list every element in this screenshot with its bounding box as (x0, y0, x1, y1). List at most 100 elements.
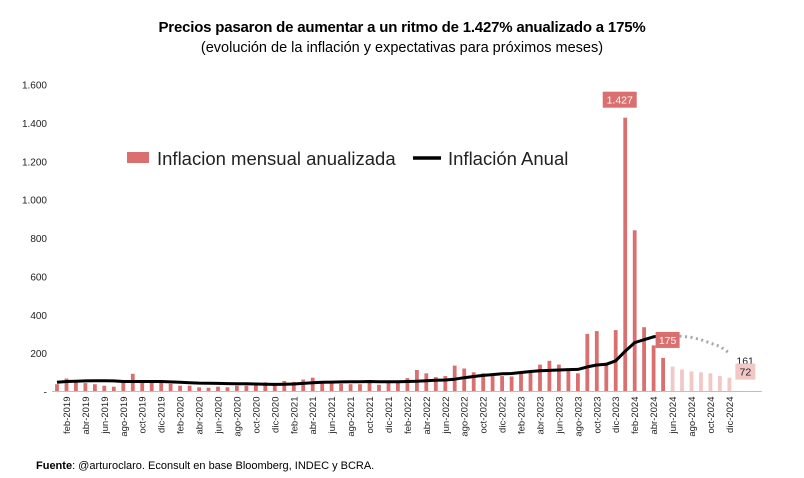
x-tick-label: feb-2022 (403, 397, 414, 435)
bar-nov-2021 (377, 384, 381, 392)
y-axis: - 200 400 600 800 1.000 1.200 1.400 1.600 (22, 81, 47, 399)
x-tick-label: jun-2023 (554, 397, 565, 435)
x-tick-label: dic-2023 (611, 397, 622, 433)
bar-abr-2020 (197, 387, 201, 392)
y-tick-label: 400 (30, 311, 47, 322)
bar-ago-2023 (576, 373, 580, 392)
bar-nov-2019 (149, 381, 154, 392)
x-tick-label: dic-2021 (384, 397, 395, 433)
bar-mar-2024 (642, 327, 646, 392)
bar-ene-2024 (623, 117, 628, 392)
x-tick-label: oct-2019 (138, 397, 149, 434)
bar-feb-2022 (405, 378, 410, 392)
x-tick-label: jun-2022 (441, 397, 452, 435)
legend: Inflacion mensual anualizada Inflación A… (127, 148, 568, 169)
x-tick-label: feb-2019 (62, 397, 73, 435)
bar-oct-2021 (367, 382, 372, 392)
x-tick-label: dic-2024 (725, 397, 736, 433)
bar-dic-2020 (272, 384, 277, 392)
x-tick-label: jun-2019 (100, 397, 111, 435)
legend-label-bar: Inflacion mensual anualizada (157, 148, 396, 169)
bar-dic-2022 (500, 376, 504, 392)
annotation-label: 72 (740, 367, 752, 379)
bar-abr-2022 (424, 373, 429, 392)
bar-mar-2019 (74, 380, 78, 392)
x-tick-label: oct-2022 (479, 397, 490, 434)
bar-jul-2019 (111, 386, 116, 392)
x-tick-label: abr-2021 (308, 397, 319, 435)
bar-ene-2021 (282, 380, 287, 392)
bar-jun-2023 (557, 364, 561, 392)
x-tick-label: jun-2020 (214, 397, 225, 435)
x-axis: feb-2019 abr-2019 jun-2019 ago-2019 oct-2019… (52, 391, 762, 437)
bar-ene-2022 (396, 380, 400, 392)
bar-sep-2021 (358, 384, 362, 392)
bar-oct-2020 (254, 383, 258, 392)
source-text: : @arturoclaro. Econsult en base Bloombe… (72, 460, 375, 472)
bar-abr-2021 (310, 377, 315, 392)
x-tick-label: feb-2021 (289, 397, 300, 435)
x-tick-label: abr-2024 (649, 397, 660, 435)
x-tick-label: dic-2022 (498, 397, 509, 433)
x-tick-label: dic-2019 (157, 397, 168, 433)
bar-nov-2024 (718, 376, 722, 392)
bar-abr-2019 (83, 383, 88, 392)
x-tick-label: abr-2023 (536, 397, 547, 435)
y-tick-label: 200 (30, 349, 47, 360)
bar-feb-2021 (291, 381, 296, 392)
chart-subtitle: (evolución de la inflación y expectativa… (200, 40, 604, 56)
line-series (56, 334, 731, 386)
x-tick-label: ago-2024 (687, 397, 698, 437)
bar-jul-2021 (339, 383, 343, 392)
bar-may-2023 (547, 360, 552, 392)
bar-ago-2020 (235, 385, 239, 392)
bar-jul-2024 (680, 369, 684, 392)
bar-sep-2024 (699, 372, 703, 392)
source-label: Fuente (36, 460, 73, 472)
bar-dic-2024 (727, 377, 732, 392)
annotation-box (602, 91, 637, 108)
bar-may-2021 (320, 381, 325, 392)
bar-ago-2024 (689, 371, 694, 392)
source-note: Fuente: @arturoclaro. Econsult en base B… (36, 460, 374, 472)
x-tick-label: jun-2021 (327, 397, 338, 435)
bar-feb-2024 (632, 230, 637, 392)
bar-abr-2024 (651, 345, 656, 392)
annotation-label: 1.427 (607, 95, 633, 107)
annotation-box (655, 331, 680, 348)
bar-may-2024 (661, 357, 665, 392)
bar-ago-2022 (462, 368, 467, 392)
bar-ago-2021 (348, 384, 353, 392)
x-tick-label: abr-2020 (195, 397, 206, 435)
bar-jun-2024 (670, 366, 675, 392)
bar-ene-2023 (509, 376, 514, 392)
bar-ago-2019 (121, 382, 126, 392)
x-tick-label: ago-2019 (119, 397, 130, 437)
y-tick-label: 600 (30, 272, 47, 283)
x-tick-label: oct-2023 (592, 397, 603, 434)
x-tick-label: feb-2023 (517, 397, 528, 435)
x-tick-label: ago-2023 (573, 397, 584, 437)
bar-may-2022 (433, 377, 438, 392)
y-tick-label: 1.200 (22, 157, 47, 168)
legend-swatch-bar (127, 152, 149, 163)
bar-oct-2024 (708, 373, 713, 392)
bar-jul-2023 (566, 370, 571, 392)
bar-jun-2021 (329, 383, 334, 392)
y-tick-label: 800 (30, 234, 47, 245)
bar-mar-2021 (301, 379, 306, 392)
x-tick-label: ago-2020 (232, 397, 243, 437)
y-tick-label: 1.000 (22, 196, 47, 207)
annotation-label: 175 (659, 335, 677, 347)
bar-feb-2019 (64, 378, 69, 392)
bar-feb-2023 (519, 373, 523, 392)
bar-ene-2019 (55, 384, 59, 392)
annotation-box (735, 363, 756, 380)
bar-nov-2023 (604, 362, 609, 392)
x-tick-label: oct-2024 (706, 397, 717, 434)
x-tick-label: abr-2022 (422, 397, 433, 435)
bar-sep-2022 (471, 372, 476, 392)
y-tick-label: 1.600 (22, 81, 47, 92)
bar-mar-2020 (187, 385, 192, 392)
